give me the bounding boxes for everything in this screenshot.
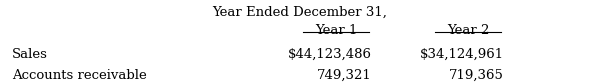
Text: 719,365: 719,365: [449, 69, 504, 82]
Text: Accounts receivable: Accounts receivable: [12, 69, 147, 82]
Text: $34,124,961: $34,124,961: [420, 48, 504, 61]
Text: 749,321: 749,321: [317, 69, 372, 82]
Text: Sales: Sales: [12, 48, 48, 61]
Text: Year Ended December 31,: Year Ended December 31,: [212, 5, 388, 18]
Text: Year 2: Year 2: [447, 24, 489, 37]
Text: $44,123,486: $44,123,486: [288, 48, 372, 61]
Text: Year 1: Year 1: [315, 24, 357, 37]
